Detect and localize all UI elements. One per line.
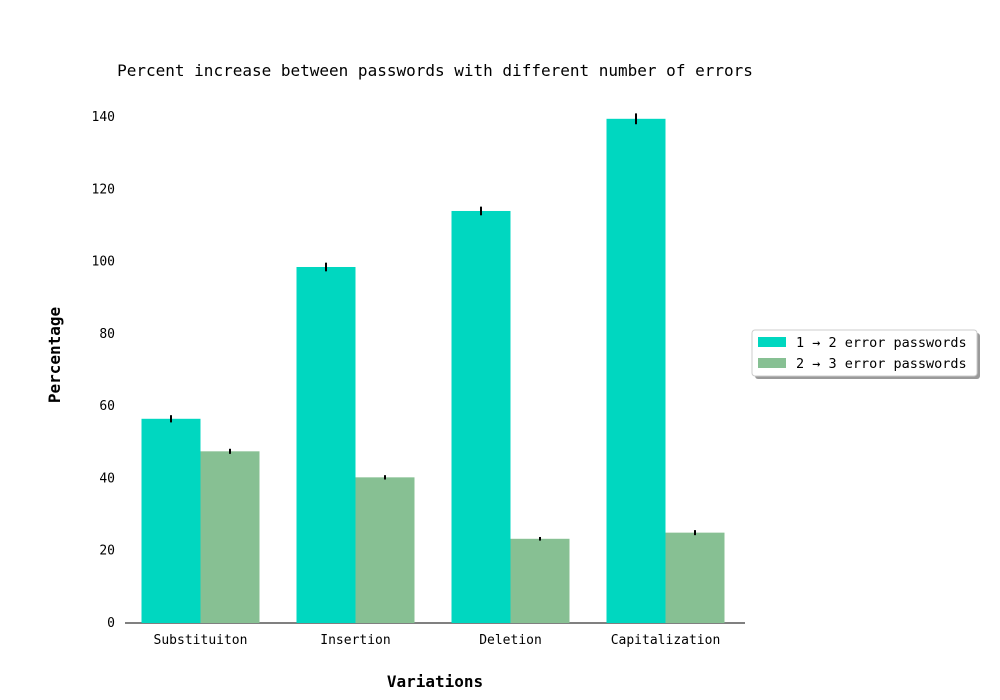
bar-series1-insertion	[296, 266, 356, 623]
y-tick-label: 40	[99, 471, 115, 486]
bar-series1-substituiton	[141, 418, 201, 623]
x-tick-label: Capitalization	[611, 633, 721, 648]
x-tick-label: Insertion	[320, 633, 390, 648]
y-tick-label: 140	[92, 110, 115, 125]
y-tick-label: 20	[99, 544, 115, 559]
x-axis-label: Variations	[387, 672, 483, 691]
y-tick-label: 60	[99, 399, 115, 414]
bar-series2-deletion	[510, 538, 570, 623]
bar-series1-deletion	[451, 210, 511, 623]
y-axis-ticks: 0 20 40 60 80 100 120 140	[92, 110, 115, 631]
legend: 1 → 2 error passwords 2 → 3 error passwor…	[751, 329, 980, 379]
bars	[141, 113, 725, 624]
chart-title: Percent increase between passwords with …	[117, 61, 753, 80]
y-tick-label: 0	[107, 616, 115, 631]
legend-swatch	[758, 337, 786, 347]
y-axis-label: Percentage	[45, 307, 64, 403]
legend-label: 1 → 2 error passwords	[796, 335, 967, 351]
y-tick-label: 120	[92, 182, 115, 197]
x-tick-label: Substituiton	[154, 633, 248, 648]
bar-series2-capitalization	[665, 532, 725, 623]
bar-series1-capitalization	[606, 118, 666, 624]
x-tick-label: Deletion	[479, 633, 542, 648]
y-tick-label: 100	[92, 255, 115, 270]
x-axis-ticks: Substituiton Insertion Deletion Capitalizat…	[154, 633, 721, 648]
bar-series2-insertion	[355, 477, 415, 623]
bar-series2-substituiton	[200, 451, 260, 623]
y-tick-label: 80	[99, 327, 115, 342]
legend-label: 2 → 3 error passwords	[796, 356, 967, 372]
legend-swatch	[758, 358, 786, 368]
legend-box	[751, 329, 978, 377]
